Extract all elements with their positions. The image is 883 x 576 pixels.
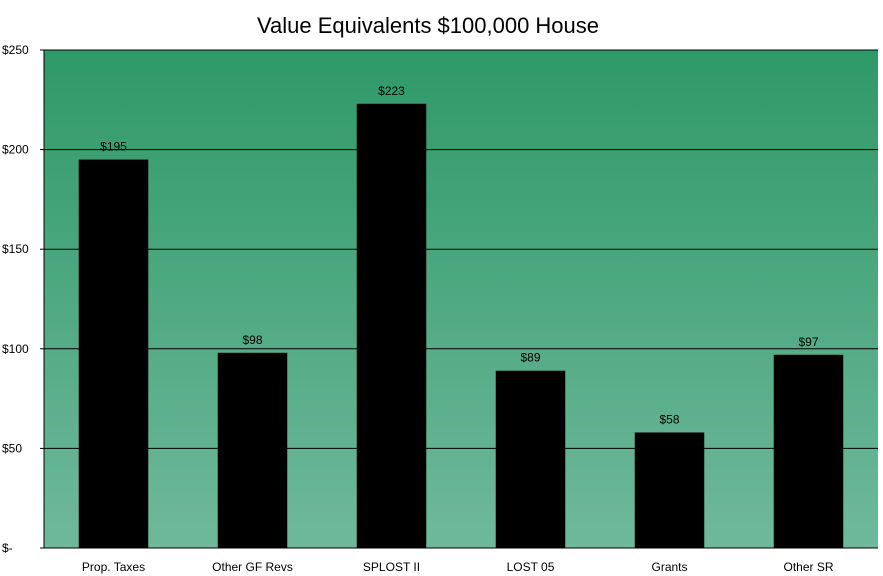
chart-title: Value Equivalents $100,000 House bbox=[257, 13, 599, 38]
x-tick-label: LOST 05 bbox=[507, 560, 555, 574]
y-tick-label: $200 bbox=[2, 143, 29, 157]
bar bbox=[495, 370, 566, 548]
x-axis: Prop. Taxes Other GF Revs SPLOST II LOST 05… bbox=[44, 547, 878, 574]
bar bbox=[634, 432, 705, 548]
data-label: $98 bbox=[242, 333, 262, 347]
bar bbox=[217, 352, 288, 548]
bar bbox=[356, 103, 427, 548]
data-label: $58 bbox=[659, 412, 679, 426]
data-label: $97 bbox=[798, 335, 818, 349]
gridlines bbox=[44, 49, 878, 449]
bar bbox=[773, 354, 844, 548]
x-tick-label: Other GF Revs bbox=[212, 560, 293, 574]
y-axis: $- $50 $100 $150 $200 $250 bbox=[2, 43, 45, 555]
x-tick-label: Prop. Taxes bbox=[82, 560, 145, 574]
y-tick-label: $50 bbox=[2, 441, 22, 455]
y-tick-label: $100 bbox=[2, 342, 29, 356]
bars: $195 $98 $223 $89 $58 $97 bbox=[78, 84, 844, 548]
plot-area bbox=[44, 50, 878, 548]
data-label: $223 bbox=[378, 84, 405, 98]
x-tick-label: Other SR bbox=[783, 560, 833, 574]
data-label: $89 bbox=[520, 351, 540, 365]
data-label: $195 bbox=[100, 140, 127, 154]
x-tick-label: SPLOST II bbox=[363, 560, 420, 574]
bar bbox=[78, 159, 149, 548]
y-tick-label: $- bbox=[2, 541, 13, 555]
x-tick-label: Grants bbox=[651, 560, 687, 574]
y-tick-label: $150 bbox=[2, 242, 29, 256]
y-tick-label: $250 bbox=[2, 43, 29, 57]
